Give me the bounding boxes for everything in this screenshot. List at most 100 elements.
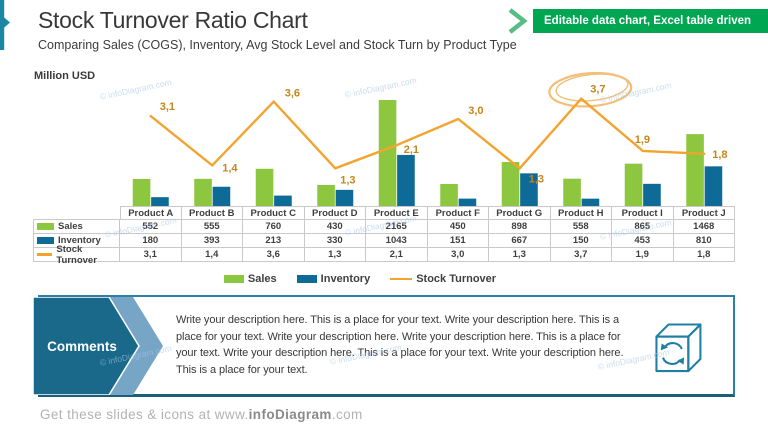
table-cell: 1,4	[181, 248, 243, 262]
table-header-cell: Product J	[673, 206, 735, 220]
table-cell: 667	[489, 234, 551, 248]
bar-sales	[624, 163, 643, 206]
table-cell: 213	[243, 234, 305, 248]
footer-text: Get these slides & icons at www.infoDiag…	[40, 407, 363, 422]
table-cell: 393	[181, 234, 243, 248]
bar-sales	[501, 162, 520, 206]
table-cell: 2165	[366, 220, 428, 234]
inventory-swatch-icon	[296, 275, 317, 283]
legend-label: Stock Turnover	[416, 273, 497, 285]
bar-swatch-icon	[37, 237, 54, 244]
table-cell: 1,3	[304, 248, 366, 262]
table-cell: 898	[489, 220, 551, 234]
bar-swatch-icon	[37, 223, 54, 230]
table-cell: 1468	[673, 220, 735, 234]
legend-label: Inventory	[320, 273, 371, 285]
bar-inventory	[274, 195, 292, 206]
table-header-cell: Product H	[550, 206, 612, 220]
turnover-data-label: 3,6	[285, 88, 300, 100]
turnover-data-label: 1,3	[340, 174, 355, 186]
badge-chevron-icon	[508, 8, 528, 34]
table-cell: 555	[181, 220, 243, 234]
bar-sales	[378, 100, 397, 206]
bar-inventory	[458, 198, 477, 206]
bar-inventory	[581, 198, 600, 206]
bar-sales	[563, 178, 581, 206]
turnover-data-label: 3,1	[160, 101, 175, 113]
cube-refresh-icon	[655, 323, 702, 373]
table-header-cell: Product G	[489, 206, 551, 220]
turnover-line	[149, 97, 706, 170]
turnover-data-label: 1,3	[529, 173, 544, 185]
bar-inventory	[397, 154, 415, 206]
stock-turnover-chart: 3,1 1,4 3,6 1,3 2,1 3,0 1,3 3,7 1,9 1,8	[132, 71, 728, 206]
table-cell: 453	[612, 234, 674, 248]
table-cell: 760	[243, 220, 305, 234]
data-table: Product A Product B Product C Product D Prod…	[33, 206, 735, 266]
table-cell: 430	[304, 220, 366, 234]
page-title: Stock Turnover Ratio Chart	[38, 7, 308, 33]
table-cell: 3,0	[427, 248, 489, 262]
turnover-data-label: 1,9	[635, 134, 650, 146]
table-cell: 150	[550, 234, 612, 248]
bar-inventory	[643, 183, 661, 206]
comments-body[interactable]: Write your description here. This is a p…	[176, 314, 624, 376]
bar-inventory	[151, 197, 169, 206]
table-cell: 810	[673, 234, 735, 248]
footer-prefix: Get these slides & icons at www.	[40, 407, 249, 422]
sales-swatch-icon	[223, 275, 244, 283]
turnover-data-label: 2,1	[404, 144, 419, 156]
legend-item-stock-turnover: Stock Turnover	[390, 273, 496, 285]
table-cell: 3,7	[550, 248, 612, 262]
bar-sales	[317, 184, 335, 206]
table-header-cell: Product B	[181, 206, 243, 220]
table-header-cell: Product A	[120, 206, 182, 220]
bar-sales	[255, 168, 274, 206]
bar-inventory	[704, 166, 723, 206]
line-swatch-icon	[390, 277, 413, 281]
table-cell: 330	[304, 234, 366, 248]
unit-label: Million USD	[34, 70, 96, 82]
bar-sales	[686, 134, 704, 206]
footer-brand-link[interactable]: infoDiagram	[248, 407, 332, 422]
bar-sales	[132, 178, 151, 206]
table-corner-cell	[33, 206, 120, 220]
table-header-cell: Product C	[243, 206, 305, 220]
comments-heading: Comments	[47, 339, 117, 354]
page-subtitle: Comparing Sales (COGS), Inventory, Avg S…	[38, 38, 517, 52]
highlight-ellipse-icon	[555, 73, 629, 102]
table-cell: 558	[550, 220, 612, 234]
turnover-data-label: 3,0	[468, 105, 483, 117]
turnover-data-label: 1,4	[222, 162, 238, 174]
bar-sales	[194, 178, 212, 206]
table-cell: 1,8	[673, 248, 735, 262]
table-cell: 2,1	[366, 248, 428, 262]
bar-sales	[440, 183, 458, 206]
table-cell: 1,3	[489, 248, 551, 262]
table-row-label: Inventory	[33, 234, 120, 248]
turnover-data-label: 3,7	[590, 84, 605, 96]
comments-arrow-icon	[33, 297, 163, 395]
bar-inventory	[520, 173, 538, 206]
table-cell: 865	[612, 220, 674, 234]
table-cell: 552	[120, 220, 182, 234]
legend-label: Sales	[247, 273, 277, 285]
table-cell: 3,6	[243, 248, 305, 262]
table-header-cell: Product D	[304, 206, 366, 220]
legend-item-sales: Sales	[223, 273, 277, 285]
table-row-label: Sales	[33, 220, 120, 234]
table-header-cell: Product F	[427, 206, 489, 220]
left-accent-mark-icon	[0, 0, 10, 50]
table-header-cell: Product E	[366, 206, 428, 220]
ribbon-badge: Editable data chart, Excel table driven	[533, 9, 768, 33]
bar-inventory	[335, 189, 354, 206]
table-row-label: Stock Turnover	[33, 244, 120, 266]
legend-item-inventory: Inventory	[296, 273, 371, 285]
table-cell: 3,1	[120, 248, 182, 262]
table-cell: 1043	[366, 234, 428, 248]
turnover-data-label: 1,8	[712, 149, 727, 161]
table-cell: 180	[120, 234, 182, 248]
line-swatch-icon	[37, 253, 53, 256]
table-cell: 450	[427, 220, 489, 234]
